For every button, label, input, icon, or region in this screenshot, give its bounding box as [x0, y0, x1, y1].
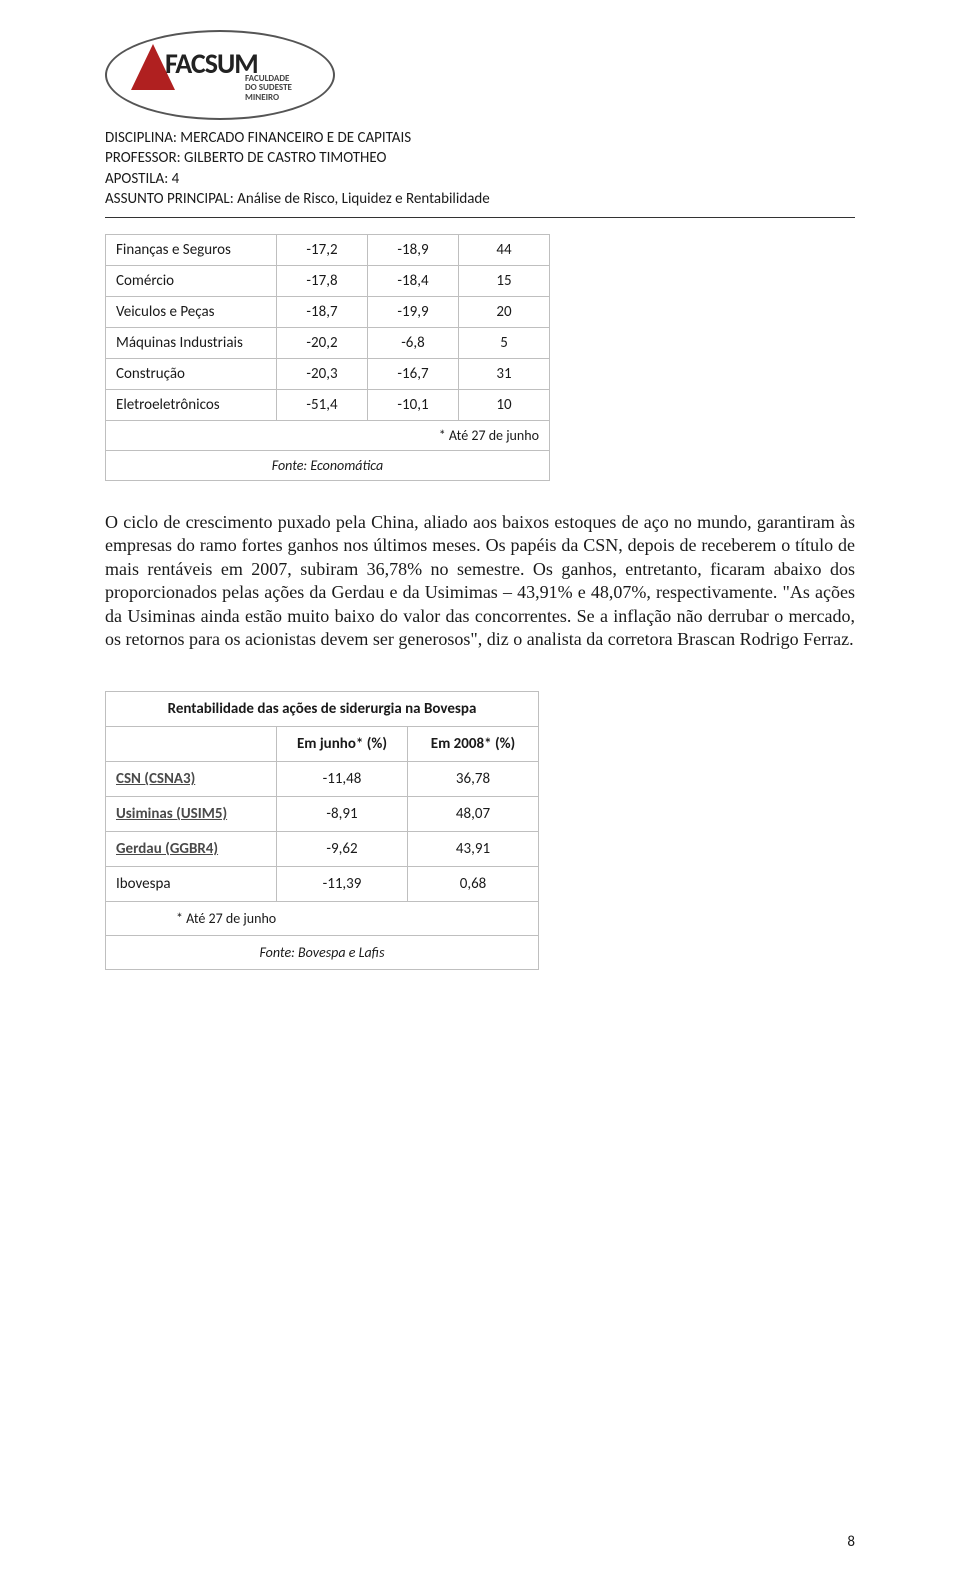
- table-row: Construção-20,3-16,731: [106, 359, 550, 390]
- sector-val1: -17,2: [277, 235, 368, 266]
- sector-label: Finanças e Seguros: [106, 235, 277, 266]
- stock-label: Ibovespa: [106, 867, 277, 902]
- sector-val2: -19,9: [368, 297, 459, 328]
- sector-val3: 31: [459, 359, 550, 390]
- stock-junho: -11,39: [277, 867, 408, 902]
- sector-val1: -51,4: [277, 390, 368, 421]
- table-row: Veiculos e Peças-18,7-19,920: [106, 297, 550, 328]
- header-divider: [105, 217, 855, 218]
- sector-val1: -20,3: [277, 359, 368, 390]
- sector-label: Construção: [106, 359, 277, 390]
- table2-col2-header: Em 2008* (%): [408, 727, 539, 762]
- sector-val3: 44: [459, 235, 550, 266]
- table-row: Finanças e Seguros-17,2-18,944: [106, 235, 550, 266]
- sector-val3: 20: [459, 297, 550, 328]
- sector-label: Eletroeletrônicos: [106, 390, 277, 421]
- table-row: Máquinas Industriais-20,2-6,85: [106, 328, 550, 359]
- logo-sub-text: FACULDADE DO SUDESTE MINEIRO: [245, 74, 292, 102]
- sector-val1: -20,2: [277, 328, 368, 359]
- stock-label[interactable]: Usiminas (USIM5): [106, 797, 277, 832]
- stock-junho: -8,91: [277, 797, 408, 832]
- stock-junho: -11,48: [277, 762, 408, 797]
- table2-title: Rentabilidade das ações de siderurgia na…: [106, 692, 539, 727]
- stock-label[interactable]: Gerdau (GGBR4): [106, 832, 277, 867]
- sector-performance-table: Finanças e Seguros-17,2-18,944Comércio-1…: [105, 234, 550, 481]
- sector-val3: 15: [459, 266, 550, 297]
- stock-2008: 36,78: [408, 762, 539, 797]
- sector-val2: -10,1: [368, 390, 459, 421]
- sector-label: Comércio: [106, 266, 277, 297]
- logo-main-text: FACSUM: [165, 46, 258, 81]
- apostila-line: APOSTILA: 4: [105, 169, 855, 189]
- analysis-paragraph: O ciclo de crescimento puxado pela China…: [105, 511, 855, 651]
- stock-2008: 48,07: [408, 797, 539, 832]
- stock-2008: 43,91: [408, 832, 539, 867]
- table2-source: Fonte: Bovespa e Lafis: [106, 936, 539, 970]
- sector-val3: 5: [459, 328, 550, 359]
- table-row: CSN (CSNA3)-11,4836,78: [106, 762, 539, 797]
- professor-line: PROFESSOR: GILBERTO DE CASTRO TIMOTHEO: [105, 148, 855, 168]
- sector-val2: -18,9: [368, 235, 459, 266]
- table-row: Comércio-17,8-18,415: [106, 266, 550, 297]
- page-number: 8: [847, 1533, 855, 1551]
- course-header: DISCIPLINA: MERCADO FINANCEIRO E DE CAPI…: [105, 128, 855, 209]
- disciplina-line: DISCIPLINA: MERCADO FINANCEIRO E DE CAPI…: [105, 128, 855, 148]
- assunto-line: ASSUNTO PRINCIPAL: Análise de Risco, Liq…: [105, 189, 855, 209]
- table2-blank-header: [106, 727, 277, 762]
- sector-label: Veiculos e Peças: [106, 297, 277, 328]
- stock-junho: -9,62: [277, 832, 408, 867]
- table-row: Gerdau (GGBR4)-9,6243,91: [106, 832, 539, 867]
- table2-note: * Até 27 de junho: [106, 902, 539, 936]
- sector-val3: 10: [459, 390, 550, 421]
- steel-stocks-table: Rentabilidade das ações de siderurgia na…: [105, 691, 539, 970]
- sector-val2: -16,7: [368, 359, 459, 390]
- stock-2008: 0,68: [408, 867, 539, 902]
- table-row: Ibovespa-11,390,68: [106, 867, 539, 902]
- table1-note: * Até 27 de junho: [106, 421, 550, 451]
- table1-source: Fonte: Economática: [106, 451, 550, 481]
- sector-val1: -18,7: [277, 297, 368, 328]
- stock-label[interactable]: CSN (CSNA3): [106, 762, 277, 797]
- sector-val2: -6,8: [368, 328, 459, 359]
- table-row: Eletroeletrônicos-51,4-10,110: [106, 390, 550, 421]
- table2-col1-header: Em junho* (%): [277, 727, 408, 762]
- table-row: Usiminas (USIM5)-8,9148,07: [106, 797, 539, 832]
- facsum-logo: FACSUM FACULDADE DO SUDESTE MINEIRO: [105, 30, 855, 120]
- sector-val1: -17,8: [277, 266, 368, 297]
- sector-label: Máquinas Industriais: [106, 328, 277, 359]
- sector-val2: -18,4: [368, 266, 459, 297]
